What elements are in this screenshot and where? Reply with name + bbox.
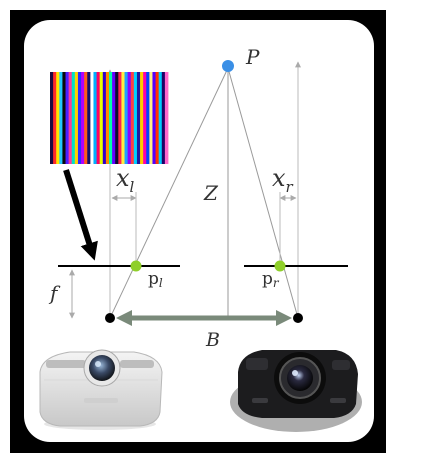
- stripe: [74, 72, 79, 164]
- point-p: [222, 60, 234, 72]
- label-pr: pr: [262, 269, 280, 290]
- stripe: [81, 72, 85, 164]
- stripe: [143, 72, 147, 164]
- stripe: [152, 72, 156, 164]
- stripe: [50, 72, 54, 164]
- stripe: [68, 72, 73, 164]
- label-p: P: [245, 45, 260, 69]
- stripe: [140, 72, 144, 164]
- stripe: [84, 72, 88, 164]
- camera-icon: [230, 350, 362, 432]
- stripe: [158, 72, 163, 164]
- stripe: [112, 72, 116, 164]
- stripe: [130, 72, 135, 164]
- left-center-point: [105, 313, 115, 323]
- label-pr-sub: r: [273, 276, 280, 290]
- stripe: [161, 72, 166, 164]
- stripe: [77, 72, 82, 164]
- projection-arrow: [63, 169, 98, 261]
- label-pl-main: p: [148, 269, 159, 289]
- label-xr: xr: [272, 164, 294, 196]
- stripe: [56, 72, 60, 164]
- stripe: [124, 72, 129, 164]
- stripe: [118, 72, 122, 164]
- left-ray: [109, 67, 229, 319]
- stripe: [136, 72, 141, 164]
- stripe: [90, 72, 94, 164]
- stripe: [115, 72, 119, 164]
- stripe: [121, 72, 125, 164]
- stripe: [127, 72, 132, 164]
- stripe: [62, 72, 66, 164]
- stripe: [164, 72, 169, 164]
- label-z: Z: [203, 181, 219, 205]
- right-ray: [227, 67, 299, 319]
- stripe: [109, 72, 113, 164]
- right-center-point: [293, 313, 303, 323]
- stripe: [105, 72, 110, 164]
- stripe: [146, 72, 150, 164]
- label-xr-main: x: [272, 164, 286, 192]
- label-xl: xl: [116, 164, 135, 196]
- stripe: [53, 72, 57, 164]
- stripe: [59, 72, 63, 164]
- stripe: [99, 72, 104, 164]
- label-xl-main: x: [116, 164, 130, 192]
- label-b: B: [205, 329, 220, 351]
- projector-icon: [39, 349, 163, 430]
- label-xl-sub: l: [130, 178, 135, 196]
- label-xr-sub: r: [286, 178, 294, 196]
- stripe: [149, 72, 153, 164]
- pl-point: [130, 260, 142, 272]
- label-pr-main: p: [262, 269, 273, 289]
- stripe: [155, 72, 160, 164]
- stripe: [65, 72, 70, 164]
- label-pl: pl: [148, 269, 163, 290]
- label-pl-sub: l: [159, 276, 163, 290]
- stripe: [96, 72, 101, 164]
- stripe: [133, 72, 138, 164]
- stripe-pattern: [50, 72, 169, 164]
- pr-point: [274, 260, 286, 272]
- stripe: [87, 72, 91, 164]
- stripe: [102, 72, 107, 164]
- stripe: [93, 72, 97, 164]
- stripe: [71, 72, 76, 164]
